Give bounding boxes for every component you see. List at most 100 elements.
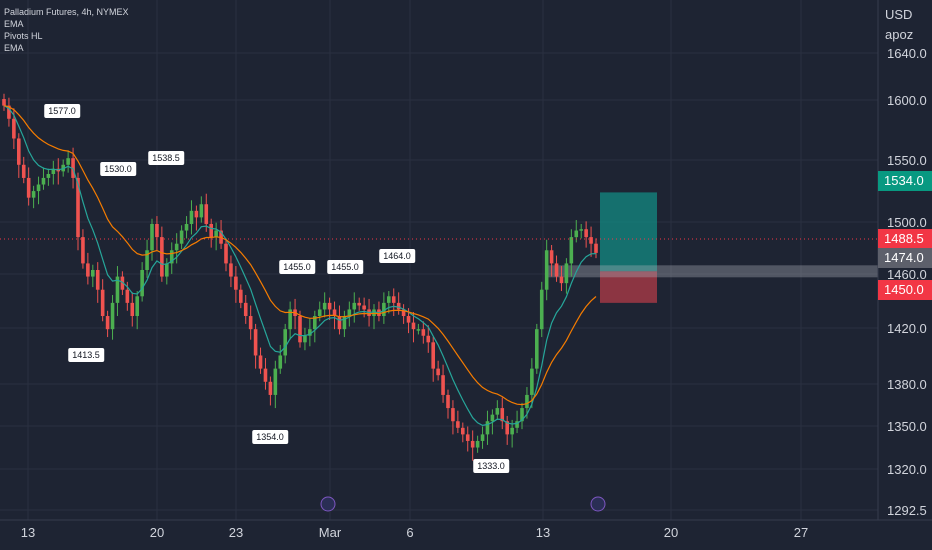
candle-body bbox=[71, 158, 75, 178]
candle-body bbox=[313, 316, 317, 330]
stop-zone[interactable] bbox=[600, 271, 657, 303]
candle-body bbox=[31, 191, 36, 198]
candle-body bbox=[81, 237, 85, 264]
candle-body bbox=[347, 309, 352, 317]
candle-body bbox=[155, 223, 159, 238]
candles bbox=[2, 93, 598, 461]
candle-body bbox=[480, 434, 485, 441]
candle-body bbox=[500, 408, 505, 422]
position-zone[interactable] bbox=[548, 192, 878, 303]
candle-body bbox=[554, 263, 559, 277]
pivot-label: 1538.5 bbox=[148, 151, 184, 165]
candle-body bbox=[574, 230, 579, 238]
candle-body bbox=[357, 302, 361, 306]
price-tick-label: 1292.5 bbox=[887, 503, 927, 518]
candle-body bbox=[406, 316, 411, 323]
candle-body bbox=[322, 302, 327, 310]
candle-body bbox=[204, 204, 209, 224]
candle-body bbox=[535, 329, 539, 369]
target-zone[interactable] bbox=[600, 192, 657, 272]
candle-body bbox=[564, 263, 569, 284]
candle-body bbox=[115, 276, 120, 303]
candle-body bbox=[273, 368, 278, 395]
price-tick-label: 1420.0 bbox=[887, 321, 927, 336]
candle-body bbox=[451, 408, 455, 422]
candle-body bbox=[401, 309, 406, 317]
price-tick-label: 1640.0 bbox=[887, 46, 927, 61]
entry-line bbox=[548, 265, 878, 278]
candle-body bbox=[569, 237, 574, 264]
candle-body bbox=[229, 263, 233, 277]
candle-body bbox=[490, 414, 495, 422]
pivot-label: 1577.0 bbox=[44, 104, 80, 118]
candle-body bbox=[234, 276, 238, 290]
ema-slow-line bbox=[3, 105, 597, 406]
candle-body bbox=[441, 375, 445, 395]
candle-body bbox=[209, 223, 213, 238]
candle-body bbox=[456, 421, 460, 428]
last-price-tag: 1488.5 bbox=[878, 229, 932, 249]
scale-note: apoz bbox=[885, 27, 914, 42]
candle-body bbox=[165, 263, 169, 277]
candle-body bbox=[465, 434, 470, 441]
candle-body bbox=[21, 164, 26, 178]
candle-body bbox=[589, 237, 593, 244]
candle-body bbox=[253, 329, 258, 356]
price-tick-label: 1460.0 bbox=[887, 267, 927, 282]
ema-lines bbox=[3, 105, 597, 427]
event-icon-right[interactable] bbox=[590, 496, 606, 512]
candle-body bbox=[352, 302, 357, 310]
candle-body bbox=[283, 329, 287, 356]
candle-body bbox=[95, 269, 100, 290]
candle-body bbox=[91, 269, 95, 277]
candle-body bbox=[76, 177, 80, 238]
time-tick-label: Mar bbox=[319, 525, 342, 540]
entry-price-tag: 1474.0 bbox=[878, 248, 932, 268]
candle-body bbox=[505, 421, 509, 435]
candle-body bbox=[475, 440, 480, 448]
candle-body bbox=[239, 289, 243, 303]
candle-body bbox=[12, 118, 16, 139]
legend-pivots[interactable]: Pivots HL bbox=[4, 31, 43, 41]
price-tick-label: 1350.0 bbox=[887, 419, 927, 434]
candle-body bbox=[214, 230, 218, 238]
candle-body bbox=[525, 394, 529, 409]
candle-body bbox=[382, 302, 386, 317]
candle-body bbox=[2, 99, 6, 106]
candle-body bbox=[416, 329, 421, 331]
pivot-label: 1413.5 bbox=[68, 348, 104, 362]
candle-body bbox=[515, 421, 519, 428]
time-tick-label: 20 bbox=[664, 525, 678, 540]
candle-body bbox=[160, 237, 164, 277]
candle-body bbox=[224, 243, 228, 264]
candle-body bbox=[308, 329, 312, 336]
candle-body bbox=[317, 309, 322, 317]
event-icon-left[interactable] bbox=[320, 496, 336, 512]
candle-body bbox=[105, 316, 110, 330]
legend-ema-2[interactable]: EMA bbox=[4, 43, 24, 53]
currency-label[interactable]: USD bbox=[885, 7, 913, 22]
legend-ema-1[interactable]: EMA bbox=[4, 19, 24, 29]
candle-body bbox=[288, 309, 292, 330]
price-tick-label: 1380.0 bbox=[887, 377, 927, 392]
candle-body bbox=[549, 250, 554, 264]
candle-body bbox=[189, 210, 194, 224]
price-tick-label: 1550.0 bbox=[887, 153, 927, 168]
time-axis-labels: 13 20 23 Mar 6 13 20 27 bbox=[21, 525, 808, 540]
candle-body bbox=[539, 289, 544, 330]
candle-body bbox=[243, 302, 248, 317]
candle-body bbox=[303, 335, 307, 343]
time-tick-label: 27 bbox=[794, 525, 808, 540]
candle-body bbox=[169, 250, 174, 264]
candle-body bbox=[51, 168, 56, 174]
candle-body bbox=[431, 342, 435, 369]
price-tick-label: 1600.0 bbox=[887, 93, 927, 108]
candle-body bbox=[470, 440, 475, 448]
legend-symbol[interactable]: Palladium Futures, 4h, NYMEX bbox=[4, 7, 129, 17]
candle-body bbox=[150, 223, 154, 251]
candle-body bbox=[372, 309, 376, 317]
time-tick-label: 13 bbox=[21, 525, 35, 540]
candle-body bbox=[461, 427, 465, 435]
candle-body bbox=[342, 316, 347, 330]
